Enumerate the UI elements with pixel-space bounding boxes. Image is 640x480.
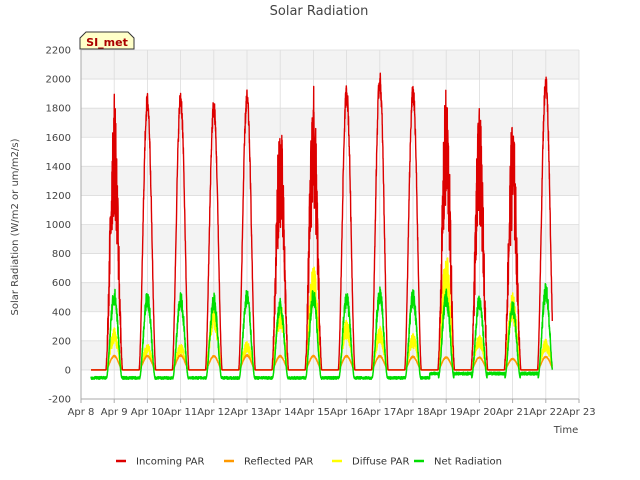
plot-band — [81, 166, 579, 196]
x-tick-label: Apr 14 — [264, 407, 297, 418]
chart-title: Solar Radiation — [270, 4, 369, 19]
x-tick-label: Apr 15 — [297, 407, 330, 418]
legend: Incoming PAR Reflected PAR Diffuse PAR Net … — [116, 457, 502, 468]
legend-label-net: Net Radiation — [434, 457, 502, 468]
site-badge: SI_met — [79, 31, 135, 50]
x-tick-labels: Apr 8 Apr 9 Apr 10 Apr 11 Apr 12 Apr 13 Apr 14… — [68, 399, 596, 418]
y-axis-label: Solar Radiation (W/m2 or um/m2/s) — [10, 138, 21, 315]
plot-band — [81, 340, 579, 370]
y-tick-labels: -200 0 200 400 600 800 1000 1200 1400 1600 1800 200… — [46, 46, 71, 406]
plot-band — [81, 108, 579, 138]
site-badge-label: SI_met — [86, 36, 128, 49]
y-tick-label: 1200 — [46, 191, 71, 202]
series-layer — [90, 72, 554, 380]
axes — [80, 50, 579, 400]
x-tick-label: Apr 10 — [131, 407, 164, 418]
plot-band — [81, 195, 579, 225]
y-tick-label: 1000 — [46, 220, 71, 231]
y-tick-label: 0 — [65, 365, 71, 376]
y-tick-label: 400 — [52, 307, 71, 318]
x-tick-label: Apr 18 — [396, 407, 429, 418]
x-axis-label: Time — [553, 425, 578, 436]
series-line-incoming — [90, 72, 553, 371]
series-line-net — [90, 282, 554, 380]
y-tick-label: 800 — [52, 249, 71, 260]
y-tick-label: 1800 — [46, 104, 71, 115]
plot-band — [81, 282, 579, 312]
x-tick-label: Apr 19 — [430, 407, 463, 418]
x-tick-label: Apr 16 — [330, 407, 363, 418]
y-tick-label: -200 — [48, 395, 71, 406]
plot-band — [81, 253, 579, 283]
plot-band — [81, 137, 579, 167]
x-tick-label: Apr 9 — [101, 407, 128, 418]
x-tick-label: Apr 13 — [230, 407, 263, 418]
legend-label-diffuse: Diffuse PAR — [352, 457, 409, 468]
x-tick-label: Apr 21 — [496, 407, 529, 418]
site-badge-box — [79, 31, 135, 50]
x-tick-label: Apr 8 — [68, 407, 95, 418]
plot-background — [81, 50, 579, 399]
plot-band — [81, 224, 579, 254]
legend-label-reflected: Reflected PAR — [244, 457, 313, 468]
x-tick-label: Apr 11 — [164, 407, 197, 418]
y-tick-label: 200 — [52, 336, 71, 347]
y-tick-label: 1600 — [46, 133, 71, 144]
x-tick-label: Apr 12 — [197, 407, 230, 418]
plot-band — [81, 311, 579, 341]
y-tick-label: 2000 — [46, 75, 71, 86]
y-tick-label: 1400 — [46, 162, 71, 173]
plot-band — [81, 50, 579, 80]
x-tick-label: Apr 20 — [463, 407, 496, 418]
x-tick-label: Apr 22 — [529, 407, 562, 418]
legend-label-incoming: Incoming PAR — [136, 457, 205, 468]
x-tick-label: Apr 17 — [363, 407, 396, 418]
plot-band — [81, 79, 579, 109]
x-tick-label: Apr 23 — [562, 407, 595, 418]
y-tick-label: 600 — [52, 278, 71, 289]
y-tick-label: 2200 — [46, 46, 71, 57]
